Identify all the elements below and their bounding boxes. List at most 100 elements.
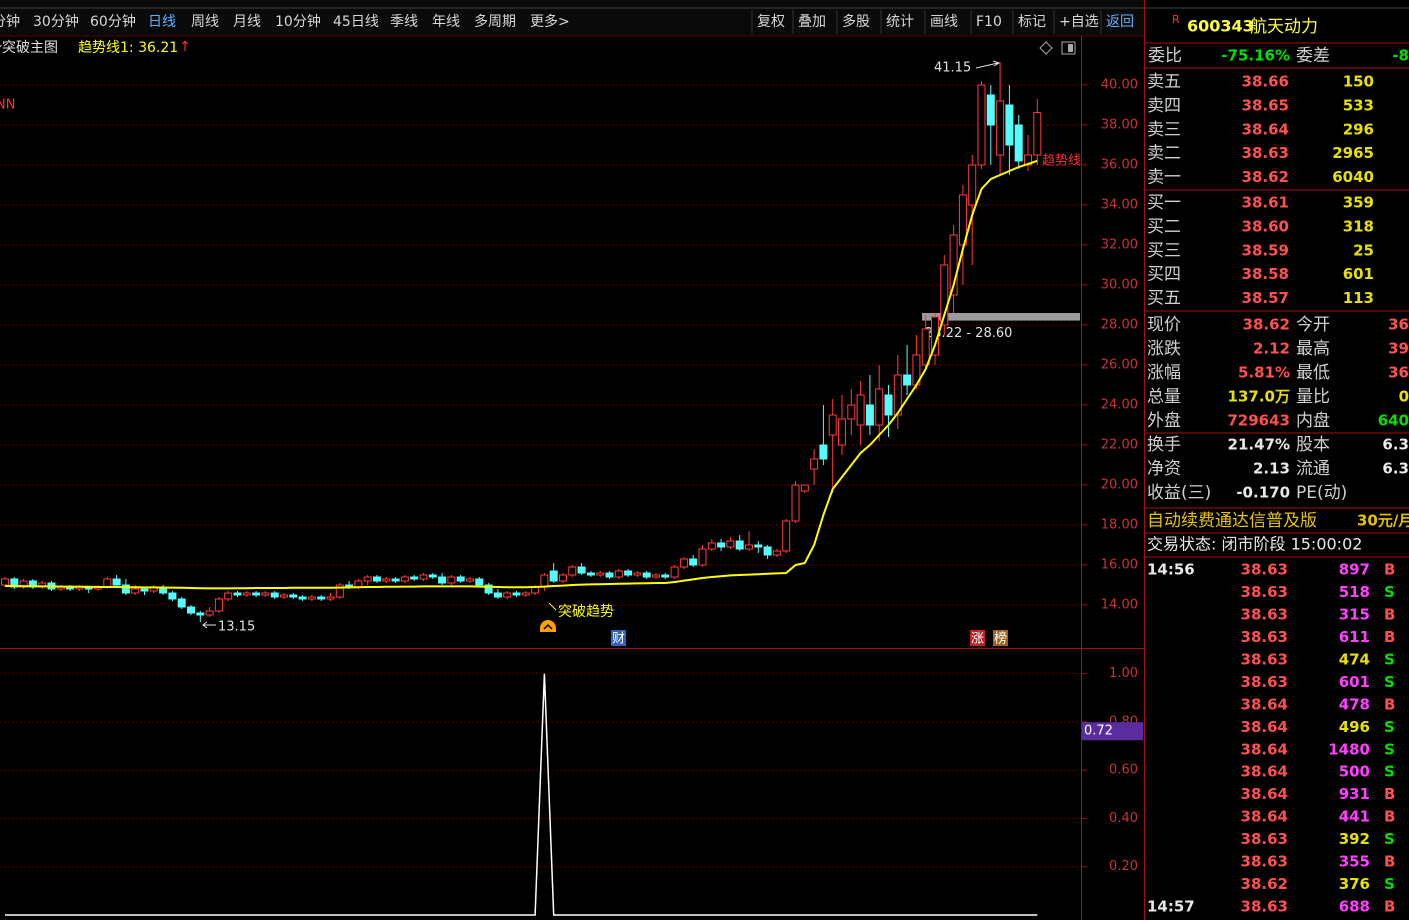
tick-side: S (1384, 650, 1395, 668)
candle-body (977, 84, 986, 166)
indicator-label: 趋势线1: 36.21 (78, 40, 178, 56)
candle-body (726, 540, 735, 548)
action-button[interactable]: 叠加 (798, 14, 826, 30)
candle-body (707, 542, 716, 550)
trend-end-label: 趋势线 (1042, 153, 1081, 169)
candle-body (400, 576, 409, 582)
period-tab[interactable]: 60分钟 (90, 13, 136, 30)
tick-side: B (1384, 808, 1395, 826)
period-tab[interactable]: 季线 (390, 14, 418, 30)
stat-label: 外盘 (1147, 411, 1181, 431)
period-tab[interactable]: 30分钟 (33, 13, 79, 30)
stat-label: 涨幅 (1147, 363, 1181, 383)
period-tab[interactable]: 年线 (432, 14, 460, 30)
tick-side: B (1384, 898, 1395, 916)
period-tab[interactable]: 10分钟 (275, 13, 321, 30)
candle-body (819, 444, 828, 460)
book-price: 38.58 (1242, 265, 1289, 283)
book-volume: 296 (1343, 120, 1374, 138)
icon-window[interactable] (1061, 41, 1076, 55)
quote-code: 600343 (1187, 17, 1254, 36)
high-label: 41.15 (934, 61, 971, 76)
tick-side: S (1384, 875, 1395, 893)
action-button[interactable]: 画线 (930, 14, 958, 30)
tick-side: S (1384, 740, 1395, 758)
candle-body (326, 596, 335, 600)
icon-window-inner (1068, 44, 1073, 52)
book-price: 38.63 (1242, 144, 1289, 162)
action-button[interactable]: 多股 (842, 13, 870, 30)
book-volume: 113 (1343, 289, 1374, 307)
tick-side: S (1384, 718, 1395, 736)
candle-body (354, 580, 363, 588)
candle-body (717, 542, 726, 548)
candle-body (103, 578, 112, 588)
y-tick-label: 22.00 (1101, 438, 1138, 453)
candle-body (252, 592, 261, 596)
stat-value: 137.0万 (1228, 388, 1290, 406)
stat-label: 流通 (1296, 459, 1330, 479)
book-volume: 601 (1343, 265, 1374, 283)
candle-body (484, 584, 493, 594)
book-label: 买三 (1147, 241, 1181, 261)
action-button[interactable]: +自选 (1059, 14, 1099, 30)
indicator-line (5, 673, 1038, 916)
low-label: 13.15 (218, 620, 255, 635)
candle-body (633, 572, 642, 576)
stat-value: 640 (1378, 412, 1409, 430)
book-label: 卖二 (1147, 144, 1181, 164)
action-button[interactable]: 复权 (757, 13, 785, 30)
tick-price: 38.63 (1241, 561, 1288, 579)
candle-body (363, 576, 372, 582)
event-tag-bg (970, 630, 985, 646)
action-button[interactable]: F10 (976, 14, 1002, 30)
icon-diamond[interactable] (1039, 41, 1053, 55)
candle-body (121, 584, 130, 594)
tick-side: B (1384, 785, 1395, 803)
y-tick-label: 26.00 (1101, 358, 1138, 373)
book-label: 卖五 (1147, 72, 1181, 92)
candle-body (196, 612, 205, 616)
period-tab[interactable]: 分钟 (0, 13, 20, 30)
high-arrow (975, 60, 1001, 69)
book-label: 买四 (1147, 265, 1181, 285)
action-button[interactable]: 返回 (1106, 14, 1134, 30)
tick-volume: 392 (1339, 830, 1370, 848)
action-button[interactable]: 统计 (886, 14, 914, 30)
stat-label: 量比 (1296, 387, 1330, 407)
tick-price: 38.64 (1241, 740, 1288, 758)
candle-body (865, 404, 874, 426)
current-value-box (1082, 722, 1143, 741)
stat-value: 0 (1399, 388, 1409, 406)
trend-line (5, 159, 1038, 590)
stat-label: 内盘 (1296, 411, 1330, 431)
book-label: 买一 (1147, 193, 1181, 213)
candle-body (838, 418, 846, 446)
book-label: 买五 (1147, 289, 1181, 309)
book-volume: 6040 (1332, 168, 1374, 186)
period-tab[interactable]: 日线 (148, 14, 176, 30)
period-tab[interactable]: 多周期 (474, 13, 516, 30)
candle-body (986, 94, 995, 126)
book-price: 38.61 (1242, 194, 1289, 212)
tick-price: 38.64 (1241, 763, 1288, 781)
candle-body (391, 578, 400, 582)
action-button[interactable]: 标记 (1018, 14, 1046, 30)
candle-body (307, 596, 316, 600)
period-tab[interactable]: 45日线 (333, 14, 379, 30)
stat-label: 股本 (1296, 435, 1330, 455)
period-tab[interactable]: 周线 (191, 14, 219, 30)
tick-price: 38.64 (1241, 785, 1288, 803)
y-tick-label: 20.00 (1101, 478, 1138, 493)
stat-value: 39 (1388, 340, 1409, 358)
stat-value: 729643 (1227, 412, 1290, 430)
tick-time: 14:57 (1147, 898, 1195, 916)
candle-body (875, 388, 884, 426)
candle-body (559, 574, 567, 582)
candle-body (177, 598, 186, 608)
period-tab[interactable]: 月线 (233, 14, 261, 30)
tick-price: 38.63 (1241, 673, 1288, 691)
tick-side: S (1384, 763, 1395, 781)
period-tab[interactable]: 更多> (530, 13, 570, 30)
tick-price: 38.63 (1241, 605, 1288, 623)
